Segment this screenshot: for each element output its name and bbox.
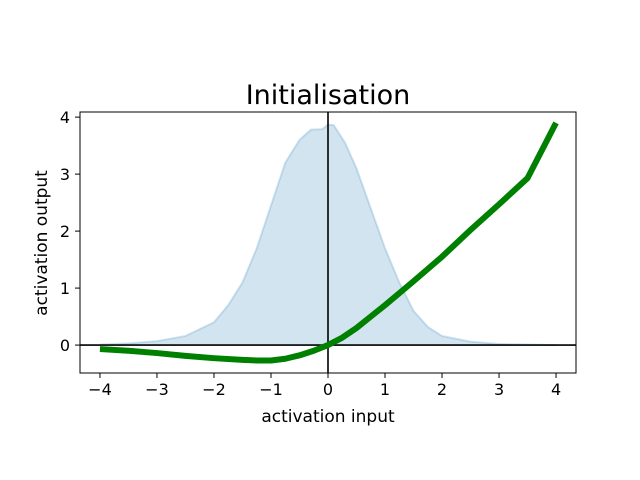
y-tick-label: 4 [60, 108, 70, 127]
y-axis-label: activation output [32, 170, 52, 316]
x-tick-label: 0 [323, 380, 333, 399]
y-tick-label: 2 [60, 222, 70, 241]
y-tick-label: 0 [60, 336, 70, 355]
x-axis-label: activation input [261, 407, 395, 427]
activation-curve [99, 121, 559, 364]
x-tick-label: 4 [551, 380, 561, 399]
x-tick-label: 2 [437, 380, 447, 399]
y-tick-label: 1 [60, 279, 70, 298]
y-tick-label: 3 [60, 165, 70, 184]
x-tick-label: 1 [380, 380, 390, 399]
x-tick-label: −2 [202, 380, 226, 399]
x-tick-label: −3 [145, 380, 169, 399]
x-tick-label: −4 [88, 380, 112, 399]
chart-title: Initialisation [246, 80, 411, 111]
plot-area [79, 111, 577, 374]
x-tick-label: 3 [494, 380, 504, 399]
x-tick-label: −1 [259, 380, 283, 399]
tick-labels: −4 −3 −2 −1 0 1 2 3 4 0 1 2 3 4 [60, 108, 561, 399]
